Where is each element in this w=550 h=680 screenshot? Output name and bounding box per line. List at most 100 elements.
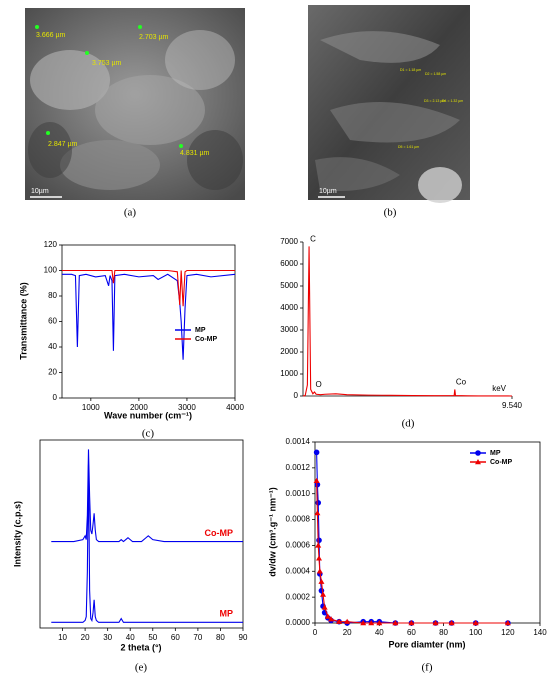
measurement: D2 = 1.58 µm bbox=[425, 72, 446, 76]
measure-point bbox=[46, 131, 50, 135]
y-tick-label: 0.0008 bbox=[286, 515, 311, 524]
y-tick-label: 120 bbox=[44, 240, 58, 249]
texture bbox=[330, 102, 460, 143]
data-line bbox=[316, 452, 508, 624]
point bbox=[328, 616, 335, 622]
x-tick-label: 30 bbox=[103, 633, 112, 642]
y-tick-label: 7000 bbox=[280, 237, 298, 246]
point bbox=[315, 542, 322, 548]
plot-frame bbox=[314, 441, 541, 624]
y-tick-label: 4000 bbox=[280, 303, 298, 312]
y-tick-label: 5000 bbox=[280, 281, 298, 290]
y-axis-label: dv/dw (cm³.g⁻¹ nm⁻¹) bbox=[267, 487, 277, 577]
y-tick-label: 20 bbox=[48, 368, 57, 377]
point bbox=[316, 555, 323, 561]
panel-label: (b) bbox=[384, 207, 397, 219]
measurement: 2.703 µm bbox=[139, 34, 168, 41]
y-tick-label: 80 bbox=[48, 291, 57, 300]
point bbox=[316, 537, 322, 544]
x-tick-label: 70 bbox=[193, 633, 202, 642]
panel-label: (e) bbox=[135, 662, 148, 674]
point bbox=[320, 591, 327, 597]
point bbox=[313, 477, 320, 483]
measurement: 3.753 µm bbox=[92, 60, 121, 67]
y-tick-label: 6000 bbox=[280, 259, 298, 268]
point bbox=[316, 568, 323, 574]
x-axis-label: Wave number (cm⁻¹) bbox=[104, 410, 192, 420]
x-axis-label: 2 theta (°) bbox=[120, 642, 161, 652]
x-tick-label: 60 bbox=[171, 633, 180, 642]
measurement: D4 = 1.32 µm bbox=[442, 99, 463, 103]
x-tick-label: 120 bbox=[501, 628, 515, 637]
legend-label: MP bbox=[490, 450, 501, 457]
x-tick-label: 80 bbox=[439, 628, 448, 637]
panel-label: (c) bbox=[142, 428, 155, 440]
data-line bbox=[62, 269, 235, 307]
y-tick-label: 0 bbox=[53, 393, 58, 402]
measurement: 4.831 µm bbox=[180, 150, 209, 157]
x-tick-label: 140 bbox=[533, 628, 547, 637]
data-line bbox=[316, 480, 508, 624]
point bbox=[448, 620, 455, 626]
point bbox=[472, 620, 479, 626]
texture bbox=[95, 75, 205, 145]
texture bbox=[315, 157, 400, 191]
x-tick-label: 80 bbox=[216, 633, 225, 642]
point bbox=[368, 620, 375, 626]
y-tick-label: 0.0014 bbox=[286, 437, 311, 446]
y-tick-label: 60 bbox=[48, 317, 57, 326]
x-tick-label: 50 bbox=[148, 633, 157, 642]
texture bbox=[187, 130, 243, 190]
plot-frame bbox=[61, 244, 236, 399]
legend-label: Co-MP bbox=[195, 336, 217, 343]
y-tick-label: 0.0004 bbox=[286, 566, 311, 575]
y-tick-label: 2000 bbox=[280, 347, 298, 356]
x-tick-label: 40 bbox=[375, 628, 384, 637]
measurement: 3.666 µm bbox=[36, 32, 65, 39]
point bbox=[314, 481, 321, 488]
sem-image-a: 3.666 µm 2.703 µm 3.753 µm 2.847 µm 4.83… bbox=[25, 8, 245, 200]
measure-point bbox=[35, 25, 39, 29]
peak-label: C bbox=[310, 235, 316, 244]
point bbox=[336, 618, 343, 624]
y-tick-label: 0 bbox=[294, 391, 299, 400]
point bbox=[321, 604, 328, 610]
y-tick-label: 40 bbox=[48, 342, 57, 351]
y-tick-label: 0.0012 bbox=[286, 463, 311, 472]
measure-point bbox=[85, 51, 89, 55]
point bbox=[432, 620, 439, 626]
y-tick-label: 100 bbox=[44, 266, 58, 275]
y-tick-label: 0.0000 bbox=[286, 618, 311, 627]
y-tick-label: 3000 bbox=[280, 325, 298, 334]
point bbox=[318, 578, 325, 584]
measure-point bbox=[179, 144, 183, 148]
plot-frame bbox=[39, 439, 244, 629]
x-tick-label: 100 bbox=[469, 628, 483, 637]
data-line bbox=[62, 273, 236, 360]
panel-label: (a) bbox=[124, 207, 137, 219]
measurement: D5 = 1.61 µm bbox=[398, 145, 419, 149]
point bbox=[313, 449, 320, 456]
point bbox=[504, 620, 511, 626]
texture bbox=[30, 50, 110, 110]
x-tick-label: 20 bbox=[343, 628, 352, 637]
point bbox=[314, 510, 321, 516]
peak-label: O bbox=[316, 380, 322, 389]
x-tick-label: 4000 bbox=[226, 403, 244, 412]
panel-label: (f) bbox=[422, 662, 433, 674]
panel-label: (d) bbox=[402, 418, 415, 430]
measurement: D1 = 1.18 µm bbox=[400, 68, 421, 72]
x-tick-label: 20 bbox=[81, 633, 90, 642]
legend-label: MP bbox=[195, 327, 206, 334]
scale-bar-label: 10µm bbox=[319, 188, 337, 195]
x-tick-label: 1000 bbox=[82, 403, 100, 412]
texture bbox=[320, 31, 440, 63]
x-axis-label: Pore diamter (nm) bbox=[388, 639, 465, 649]
x-tick-label: 3000 bbox=[178, 403, 196, 412]
x-tick-label: 2000 bbox=[130, 403, 148, 412]
scale-bar-label: 10µm bbox=[31, 188, 49, 195]
peak-label: Co bbox=[456, 378, 467, 387]
point bbox=[392, 620, 399, 626]
point bbox=[315, 499, 322, 506]
